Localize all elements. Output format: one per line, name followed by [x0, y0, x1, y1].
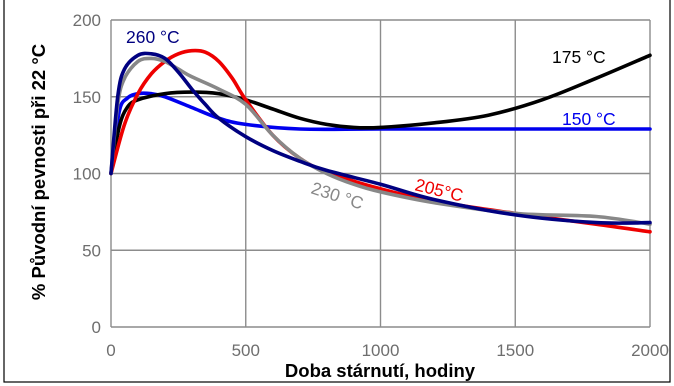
- x-axis-label: Doba stárnutí, hodiny: [285, 360, 476, 381]
- chart-frame: [3, 0, 671, 383]
- series-line-150C: [109, 91, 652, 176]
- series-label-1: 175 °C: [552, 47, 606, 67]
- series-label-4: 260 °C: [126, 27, 180, 47]
- tick-labels: 0 500 1000 1500 2000 0 50 100 150 200: [73, 11, 669, 360]
- grid-lines: [110, 19, 651, 328]
- x-tick-label-2: 1000: [362, 341, 400, 360]
- y-axis-label: % Původní pevnosti při 22 °C: [28, 44, 49, 300]
- series-line-260C: [109, 51, 652, 225]
- y-tick-label-4: 200: [73, 11, 101, 30]
- x-tick-label-4: 2000: [631, 341, 669, 360]
- x-tick-label-0: 0: [106, 341, 115, 360]
- series-label-0: 150 °C: [562, 109, 616, 129]
- y-tick-label-3: 150: [73, 88, 101, 107]
- y-tick-label-1: 50: [82, 241, 101, 260]
- x-tick-label-1: 500: [232, 341, 260, 360]
- series-lines: [109, 48, 652, 234]
- series-line-230C: [109, 56, 652, 226]
- y-tick-label-0: 0: [92, 318, 101, 337]
- x-tick-label-3: 1500: [496, 341, 534, 360]
- y-tick-label-2: 100: [73, 165, 101, 184]
